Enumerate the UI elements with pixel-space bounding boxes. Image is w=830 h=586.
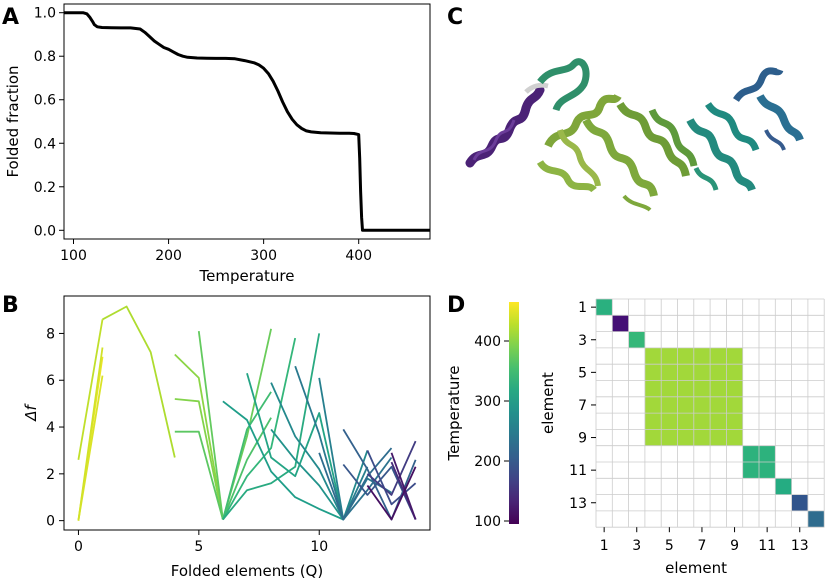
delta-f-series-line bbox=[318, 447, 393, 521]
temperature-colorbar: 100 200 300 400 Temperature bbox=[445, 302, 519, 530]
y-tick-label-a: 0.0 bbox=[34, 223, 56, 239]
panel-label-d: D bbox=[447, 293, 465, 318]
delta-f-series-line bbox=[222, 333, 321, 521]
y-tick-label-b: 6 bbox=[46, 373, 55, 389]
y-tick-label-d: 5 bbox=[578, 365, 587, 381]
panel-label-a: A bbox=[2, 5, 19, 30]
delta-f-series-line bbox=[366, 440, 417, 496]
x-tick-label-d: 1 bbox=[600, 538, 609, 554]
y-tick-label-a: 0.6 bbox=[34, 93, 56, 109]
x-axis-label-b: Folded elements (Q) bbox=[171, 562, 323, 580]
delta-f-series-line bbox=[342, 456, 393, 521]
plot-frame-a bbox=[63, 3, 431, 240]
y-tick-label-a: 0.8 bbox=[34, 49, 56, 65]
panel-label-b: B bbox=[2, 293, 19, 318]
colorbar-label: Temperature bbox=[445, 365, 463, 461]
x-tick-label-d: 11 bbox=[758, 538, 776, 554]
heatmap-block bbox=[807, 510, 825, 528]
delta-f-series-line bbox=[174, 353, 224, 520]
heatmap-block bbox=[612, 315, 629, 332]
x-tick-label-d: 3 bbox=[632, 538, 641, 554]
plot-frame-b bbox=[63, 295, 431, 531]
y-tick-label-b: 4 bbox=[46, 420, 55, 436]
y-tick-label-b: 2 bbox=[46, 467, 55, 483]
y-tick-label-d: 3 bbox=[578, 333, 587, 349]
delta-f-series-line bbox=[222, 337, 297, 520]
y-tick-label-d: 9 bbox=[578, 431, 587, 447]
y-tick-label-b: 8 bbox=[46, 326, 55, 342]
delta-f-series-line bbox=[246, 372, 345, 520]
delta-f-series-line bbox=[270, 382, 369, 521]
delta-f-series-line bbox=[222, 391, 272, 520]
x-tick-label-a: 100 bbox=[60, 248, 87, 264]
y-axis-label-b: Δf bbox=[22, 403, 40, 422]
delta-f-series-line bbox=[366, 450, 417, 506]
colorbar-gradient bbox=[509, 302, 519, 524]
heatmap-block bbox=[628, 331, 645, 348]
x-tick-label-b: 0 bbox=[74, 539, 83, 555]
heatmap-block bbox=[791, 494, 808, 511]
colorbar-tick-label: 200 bbox=[474, 454, 501, 470]
y-tick-label-d: 11 bbox=[569, 463, 587, 479]
y-tick-label-d: 13 bbox=[569, 496, 587, 512]
y-tick-label-d: 1 bbox=[578, 300, 587, 316]
y-tick-label-a: 1.0 bbox=[34, 6, 56, 22]
delta-f-series-line bbox=[197, 330, 224, 520]
x-tick-label-a: 200 bbox=[155, 248, 182, 264]
delta-f-series-line bbox=[102, 305, 176, 458]
x-tick-label-d: 13 bbox=[791, 538, 809, 554]
colorbar-tick-label: 300 bbox=[474, 394, 501, 410]
x-tick-label-d: 5 bbox=[665, 538, 674, 554]
delta-f-series-line bbox=[174, 398, 224, 520]
delta-f-series-line bbox=[77, 319, 104, 460]
delta-f-series-line bbox=[390, 452, 417, 520]
delta-f-series-line bbox=[174, 430, 224, 520]
x-tick-label-d: 9 bbox=[730, 538, 739, 554]
delta-f-series-line bbox=[366, 466, 417, 521]
protein-structure-image bbox=[465, 58, 804, 212]
y-tick-label-b: 0 bbox=[46, 514, 55, 530]
y-tick-label-d: 7 bbox=[578, 398, 587, 414]
delta-f-series-line bbox=[77, 347, 104, 521]
delta-f-series-line bbox=[222, 400, 344, 521]
panel-label-c: C bbox=[447, 5, 463, 30]
colorbar-tick-label: 400 bbox=[474, 334, 501, 350]
y-axis-label-a: Folded fraction bbox=[4, 65, 22, 177]
x-tick-label-d: 7 bbox=[697, 538, 706, 554]
x-tick-label-a: 400 bbox=[345, 248, 372, 264]
x-tick-label-b: 10 bbox=[310, 539, 328, 555]
delta-f-series-line bbox=[270, 428, 345, 521]
heatmap-block bbox=[775, 478, 792, 495]
y-axis-label-d: element bbox=[539, 372, 557, 434]
y-tick-label-a: 0.4 bbox=[34, 136, 56, 152]
chart-b-delta-f: 0 5 10 0 2 4 6 8 Folded elements (Q) Δf bbox=[22, 295, 431, 580]
folded-fraction-line bbox=[64, 11, 430, 232]
x-tick-label-a: 300 bbox=[250, 248, 277, 264]
x-axis-label-a: Temperature bbox=[198, 267, 294, 285]
chart-a-folded-fraction: 100 200 300 400 0.0 0.2 0.4 0.6 0.8 1.0 Temperatur… bbox=[4, 3, 431, 285]
x-tick-label-b: 5 bbox=[194, 539, 203, 555]
y-tick-label-a: 0.2 bbox=[34, 180, 56, 196]
x-axis-label-d: element bbox=[665, 559, 727, 577]
heatmap-block bbox=[596, 299, 613, 316]
colorbar-tick-label: 100 bbox=[474, 514, 501, 530]
